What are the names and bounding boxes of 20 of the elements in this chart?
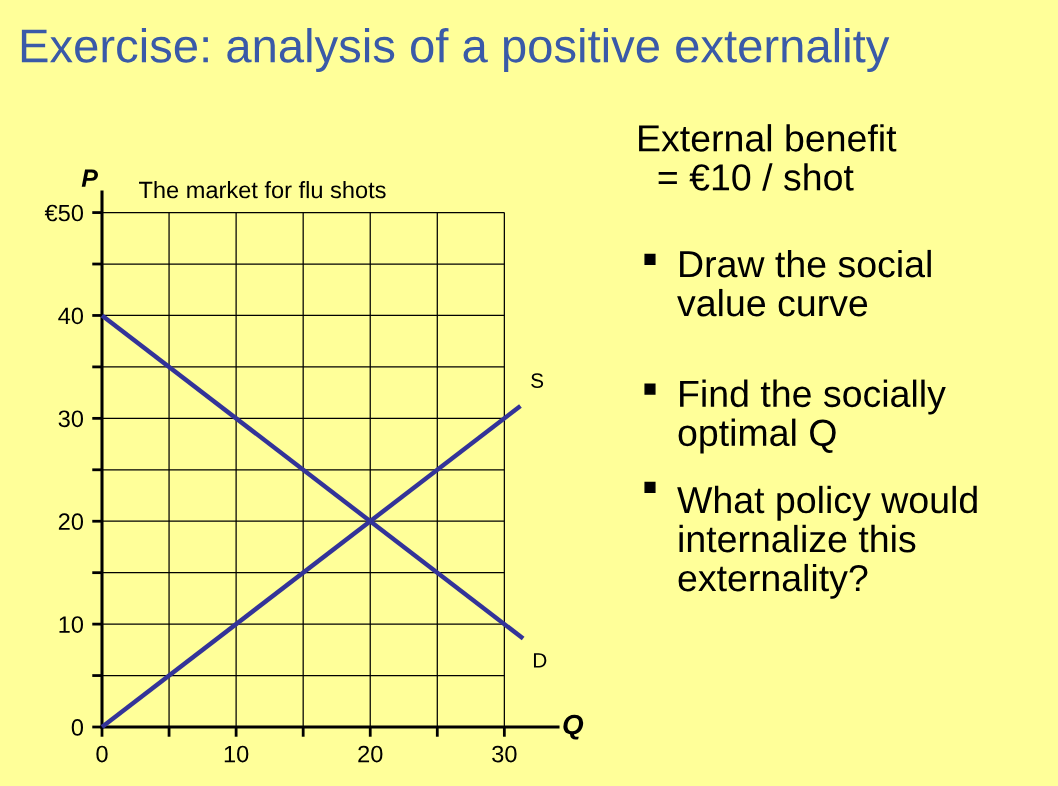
x-tick-label: 30	[492, 745, 517, 763]
series-label: D	[533, 653, 547, 668]
text: External benefit = €10 / shot	[639, 124, 897, 191]
y-tick-label: €50	[44, 204, 84, 222]
text: Find the socially optimal Q	[678, 379, 946, 454]
text: Draw the social value curve	[677, 249, 931, 317]
y-tick-label: 20	[58, 513, 84, 531]
x-axis-title: Q	[563, 714, 584, 740]
series-label: S	[531, 373, 544, 388]
y-tick-label: 0	[71, 719, 84, 736]
y-axis-title: P	[81, 169, 99, 187]
text: What policy would internalize this externality?	[677, 485, 977, 599]
chart-title: Exercise: analysis of a positive externality	[21, 27, 890, 73]
y-tick-label: 30	[58, 410, 84, 428]
chart-subtitle: The market for flu shots	[139, 181, 386, 199]
x-tick-label: 20	[358, 745, 383, 763]
y-tick-label: 40	[58, 307, 84, 325]
x-tick-label: 0	[96, 745, 108, 763]
x-tick-label: 10	[224, 745, 249, 763]
y-tick-label: 10	[59, 616, 84, 633]
